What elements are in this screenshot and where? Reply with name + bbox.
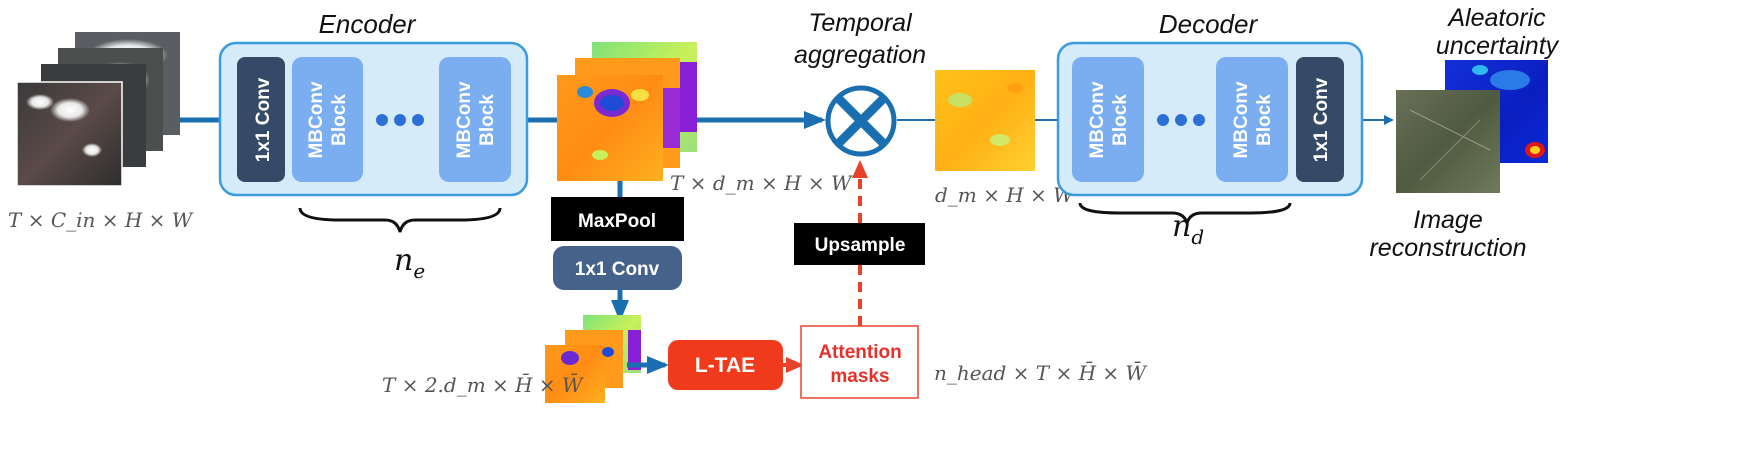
decoder-title: Decoder (1159, 9, 1259, 39)
aleatoric-title-line1: Aleatoric (1446, 4, 1546, 32)
encoder-title: Encoder (319, 9, 417, 39)
branch-conv-box (553, 246, 682, 290)
encoder-block1-line1: MBConv (306, 81, 327, 158)
ltae-label: L-TAE (695, 354, 755, 377)
image-recon-title-line2: reconstruction (1369, 234, 1526, 262)
branch-conv-label: 1x1 Conv (575, 259, 660, 280)
attention-masks-box (800, 325, 919, 399)
input-shape-label: T × C_in × H × W (8, 208, 194, 232)
ellipsis-dots-icon (1157, 114, 1205, 126)
pooled-feature-stack (545, 315, 641, 403)
image-recon-title-line1: Image (1413, 206, 1482, 234)
decoder-block2-line1: MBConv (1231, 81, 1252, 158)
ltae-box (668, 340, 783, 390)
decoder-conv-label: 1x1 Conv (1311, 77, 1332, 162)
encoder-conv-label: 1x1 Conv (253, 77, 274, 162)
masks-shape-label: n_head × T × H̄ × W̄ (934, 360, 1148, 385)
upsample-label: Upsample (815, 235, 906, 256)
decoder-block2-line2: Block (1254, 94, 1275, 146)
aleatoric-title-line2: uncertainty (1436, 32, 1560, 60)
decoder-block1-line2: Block (1110, 94, 1131, 146)
maxpool-label: MaxPool (578, 211, 656, 232)
decoder-brace-icon (1078, 202, 1292, 229)
temporal-title-line1: Temporal (808, 9, 913, 37)
encoder-block2-line1: MBConv (454, 81, 475, 158)
encoder-count: ne (394, 243, 425, 283)
ellipsis-dots-icon (376, 114, 424, 126)
encoder-conv-block (237, 57, 285, 182)
reconstruction-image (1396, 90, 1500, 193)
aggregated-map (935, 70, 1035, 171)
input-image-stack (16, 32, 180, 187)
attention-line2: masks (830, 366, 889, 387)
pooled-shape-label: T × 2.d_m × H̄ × W̄ (382, 372, 584, 397)
attention-line1: Attention (818, 342, 901, 363)
encoder-mbconv-block-2 (439, 57, 511, 182)
encoder-block1-line2: Block (329, 94, 350, 146)
decoder-count: nd (1172, 209, 1204, 249)
decoder-mbconv-block-2 (1216, 57, 1288, 182)
decoder-conv-block (1296, 57, 1344, 182)
feature-map-stack (557, 42, 697, 181)
maxpool-box (551, 197, 684, 241)
encoder-mbconv-block-1 (292, 57, 363, 182)
encoder-brace-icon (298, 207, 502, 233)
upsample-box (794, 223, 925, 265)
aggregated-shape-label: d_m × H × W (935, 183, 1075, 207)
decoder-block1-line1: MBConv (1087, 81, 1108, 158)
decoder-mbconv-block-1 (1072, 57, 1144, 182)
aggregation-cross-icon (825, 85, 897, 157)
features-shape-label: T × d_m × H × W (670, 171, 853, 195)
temporal-title-line2: aggregation (794, 41, 926, 69)
encoder-block2-line2: Block (477, 94, 498, 146)
